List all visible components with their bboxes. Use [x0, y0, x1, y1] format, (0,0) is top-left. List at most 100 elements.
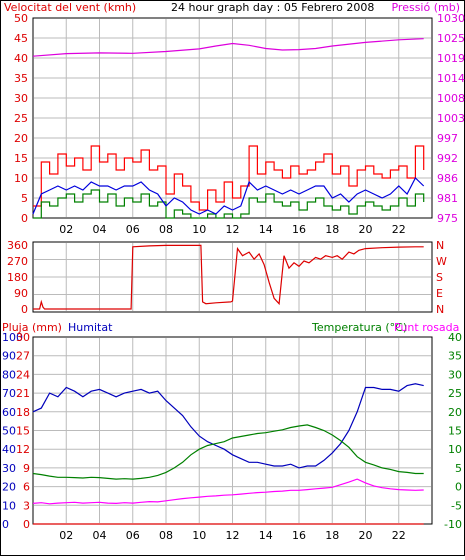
direction-compass-tick-label: N: [436, 239, 444, 252]
humidity-temperature-grid: [34, 338, 431, 523]
x-tick-label: 10: [192, 223, 206, 236]
wind-speed-tick-label: 25: [14, 112, 28, 125]
series-humidity: [32, 383, 424, 469]
series-wind_avg: [32, 177, 425, 215]
temperature-axis-label: Temperatura (°C): [311, 321, 407, 334]
pressure-axis-label: Pressió (mb): [391, 1, 460, 14]
x-tick-label: 18: [325, 529, 339, 542]
direction-degree-tick-labels: 0 90 180 270 360: [7, 239, 28, 316]
temperature-tick-label: -10: [444, 518, 462, 531]
humidity-tick-label: 0: [2, 518, 9, 531]
x-tick-label: 14: [259, 223, 273, 236]
x-tick-label: 02: [59, 223, 73, 236]
x-tick-label: 16: [292, 529, 306, 542]
wind-direction-series: [33, 244, 424, 310]
x-tick-label: 16: [292, 223, 306, 236]
x-tick-label: 20: [359, 529, 373, 542]
series-temperature: [32, 424, 424, 480]
rain-tick-label: 27: [16, 350, 30, 363]
temperature-tick-label: 15: [448, 425, 462, 438]
x-tick-label: 02: [59, 529, 73, 542]
x-tick-label: 10: [192, 529, 206, 542]
pressure-tick-label: 975: [437, 212, 458, 225]
series-wind_gust: [33, 145, 425, 211]
rain-tick-label: 24: [16, 368, 30, 381]
temperature-tick-label: 25: [448, 387, 462, 400]
wind-speed-tick-label: 5: [21, 192, 28, 205]
humidity-tick-label: 30: [2, 462, 16, 475]
temperature-tick-label: 30: [448, 368, 462, 381]
humidity-temperature-series: [32, 383, 424, 525]
humidity-temperature-x-tick-labels: 02 04 06 08 10 12 14 16 18 20 22: [59, 529, 406, 542]
wind-speed-tick-label: 30: [14, 92, 28, 105]
x-tick-label: 22: [392, 223, 406, 236]
series-pressure: [32, 38, 424, 57]
rain-tick-labels: 0 3 6 9 12 15 18 21 24 27 30: [16, 331, 30, 531]
direction-degree-tick-label: 0: [21, 303, 28, 316]
x-tick-label: 06: [126, 223, 140, 236]
direction-compass-tick-label: W: [436, 255, 447, 268]
x-tick-label: 08: [159, 529, 173, 542]
direction-degree-tick-label: 90: [14, 287, 28, 300]
wind-speed-axis-label: Velocitat del vent (kmh): [4, 1, 136, 14]
direction-degree-tick-label: 180: [7, 271, 28, 284]
direction-degree-tick-label: 360: [7, 239, 28, 252]
wind-speed-tick-label: 50: [14, 12, 28, 25]
humidity-tick-label: 80: [2, 368, 16, 381]
dewpoint-axis-label: Punt rosada: [394, 321, 459, 334]
pressure-tick-label: 1019: [437, 52, 465, 65]
rain-axis-label: Pluja (mm): [2, 321, 62, 334]
humidity-tick-label: 70: [2, 387, 16, 400]
humidity-tick-label: 90: [2, 350, 16, 363]
temperature-tick-label: 35: [448, 350, 462, 363]
humidity-axis-label: Humitat: [68, 321, 113, 334]
x-tick-label: 12: [226, 529, 240, 542]
pressure-tick-label: 986: [437, 172, 458, 185]
humidity-tick-label: 40: [2, 443, 16, 456]
wind-speed-tick-label: 15: [14, 152, 28, 165]
rain-tick-label: 3: [23, 499, 30, 512]
wind-speed-tick-label: 45: [14, 32, 28, 45]
x-tick-label: 04: [93, 529, 107, 542]
humidity-tick-label: 20: [2, 481, 16, 494]
direction-compass-tick-label: E: [436, 287, 443, 300]
temperature-tick-label: 40: [448, 331, 462, 344]
humidity-tick-label: 60: [2, 406, 16, 419]
temperature-tick-labels: -10 -5 0 5 10 15 20 25 30 35 40: [444, 331, 462, 531]
x-tick-label: 20: [359, 223, 373, 236]
temperature-tick-label: 10: [448, 443, 462, 456]
temperature-tick-label: -5: [451, 499, 462, 512]
wind-pressure-x-tick-labels: 02 04 06 08 10 12 14 16 18 20 22: [59, 223, 406, 236]
chart-title: 24 hour graph day : 05 Febrero 2008: [171, 1, 374, 14]
series-direction: [33, 244, 424, 310]
pressure-tick-label: 1030: [437, 12, 465, 25]
rain-tick-label: 15: [16, 425, 30, 438]
rain-tick-label: 21: [16, 387, 30, 400]
humidity-tick-labels: 0 10 20 30 40 50 60 70 80 90 100: [2, 331, 23, 531]
temperature-tick-label: 20: [448, 406, 462, 419]
wind-speed-tick-label: 10: [14, 172, 28, 185]
rain-tick-label: 9: [23, 462, 30, 475]
wind-pressure-panel: 0 5 10 15 20 25 30 35 40 45 50 975 981 986 992 997 1003…: [4, 1, 465, 236]
wind-speed-tick-labels: 0 5 10 15 20 25 30 35 40 45 50: [14, 12, 28, 225]
x-tick-label: 04: [93, 223, 107, 236]
x-tick-label: 22: [392, 529, 406, 542]
x-tick-label: 08: [159, 223, 173, 236]
pressure-tick-labels: 975 981 986 992 997 1003 1008 1014 1019 1025 1030: [437, 12, 465, 225]
rain-tick-label: 30: [16, 331, 30, 344]
series-dewpoint: [32, 478, 424, 505]
humidity-tick-label: 50: [2, 425, 16, 438]
rain-tick-label: 12: [16, 443, 30, 456]
x-tick-label: 18: [325, 223, 339, 236]
rain-tick-label: 6: [23, 481, 30, 494]
direction-compass-tick-label: S: [436, 271, 443, 284]
pressure-tick-label: 1008: [437, 92, 465, 105]
pressure-tick-label: 981: [437, 192, 458, 205]
x-tick-label: 12: [226, 223, 240, 236]
rain-tick-label: 0: [23, 518, 30, 531]
wind-speed-tick-label: 0: [21, 212, 28, 225]
pressure-tick-label: 1003: [437, 112, 465, 125]
